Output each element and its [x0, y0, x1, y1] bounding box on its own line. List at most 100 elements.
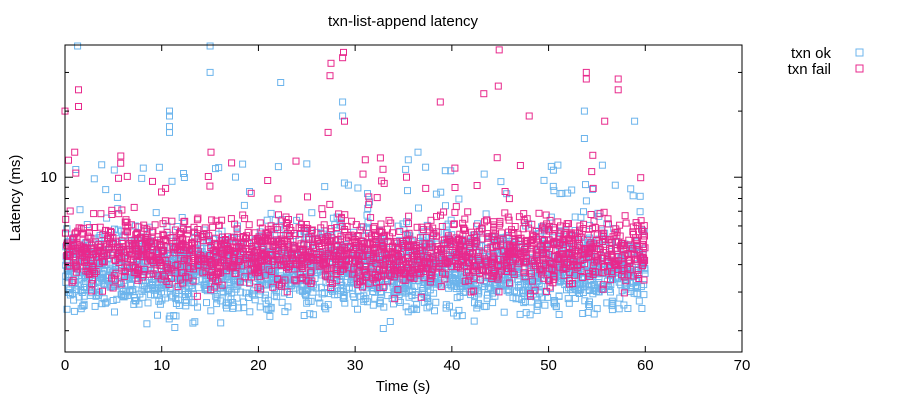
point-txn-fail	[304, 225, 312, 233]
point-txn-fail	[459, 219, 467, 227]
point-txn-fail	[163, 228, 171, 236]
point-txn-ok	[425, 302, 433, 310]
point-txn-fail	[504, 213, 512, 221]
point-txn-fail	[512, 256, 520, 264]
point-txn-ok	[273, 293, 281, 301]
point-txn-fail	[338, 260, 346, 268]
point-txn-fail	[245, 221, 253, 229]
point-txn-fail	[546, 257, 554, 265]
point-txn-fail	[466, 243, 474, 251]
point-txn-fail	[396, 227, 404, 235]
point-txn-fail	[360, 267, 368, 275]
point-txn-fail	[633, 222, 641, 230]
point-txn-fail	[337, 215, 345, 223]
point-txn-fail	[341, 117, 348, 125]
point-txn-fail	[115, 259, 123, 266]
point-txn-fail	[540, 274, 548, 282]
point-txn-ok	[482, 210, 490, 218]
point-txn-fail	[461, 277, 469, 285]
point-txn-fail	[333, 270, 341, 277]
point-txn-fail	[88, 280, 96, 288]
point-txn-fail	[464, 267, 472, 275]
point-txn-fail	[460, 224, 467, 232]
point-txn-fail	[422, 184, 430, 192]
point-txn-fail	[506, 279, 514, 287]
point-txn-fail	[377, 220, 385, 228]
point-txn-ok	[144, 299, 152, 307]
data-points	[61, 42, 649, 332]
point-txn-ok	[555, 311, 563, 318]
point-txn-fail	[577, 245, 585, 253]
point-txn-fail	[520, 269, 528, 277]
point-txn-fail	[72, 263, 80, 271]
point-txn-fail	[72, 229, 80, 237]
point-txn-fail	[158, 248, 166, 256]
point-txn-fail	[224, 252, 232, 259]
point-txn-ok	[314, 294, 322, 302]
point-txn-fail	[337, 268, 344, 275]
point-txn-fail	[403, 244, 411, 251]
point-txn-ok	[589, 185, 596, 193]
point-txn-fail	[453, 254, 461, 261]
point-txn-ok	[265, 306, 273, 314]
point-txn-fail	[326, 200, 334, 208]
point-txn-fail	[630, 272, 638, 280]
point-txn-fail	[427, 268, 435, 276]
point-txn-ok	[624, 305, 632, 312]
point-txn-fail	[322, 250, 330, 258]
point-txn-ok	[77, 305, 85, 313]
point-txn-fail	[185, 263, 193, 271]
point-txn-fail	[580, 220, 588, 228]
point-txn-fail	[122, 227, 130, 235]
point-txn-fail	[207, 260, 215, 268]
point-txn-fail	[592, 236, 600, 244]
point-txn-fail	[248, 273, 256, 281]
point-txn-fail	[324, 128, 332, 136]
point-txn-ok	[117, 291, 125, 299]
point-txn-ok	[174, 286, 182, 294]
point-txn-fail	[361, 245, 369, 253]
x-tick-label: 30	[347, 357, 364, 374]
point-txn-fail	[565, 277, 573, 285]
point-txn-ok	[483, 294, 491, 302]
point-txn-fail	[624, 264, 632, 272]
point-txn-fail	[393, 239, 401, 247]
point-txn-ok	[364, 204, 372, 212]
point-txn-fail	[542, 211, 550, 219]
point-txn-ok	[340, 179, 348, 187]
point-txn-fail	[495, 288, 503, 296]
point-txn-ok	[550, 298, 558, 306]
point-txn-fail	[252, 259, 260, 267]
point-txn-ok	[281, 308, 289, 316]
point-txn-fail	[588, 168, 596, 176]
x-tick-label: 10	[153, 357, 170, 374]
point-txn-fail	[305, 233, 313, 241]
point-txn-fail	[615, 238, 622, 246]
point-txn-ok	[456, 285, 464, 293]
point-txn-ok	[339, 112, 347, 120]
point-txn-ok	[185, 283, 193, 291]
x-tick-label: 60	[637, 357, 654, 374]
point-txn-ok	[341, 299, 349, 307]
point-txn-fail	[256, 273, 264, 281]
point-txn-fail	[207, 242, 215, 250]
point-txn-fail	[447, 240, 455, 248]
point-txn-fail	[215, 221, 223, 229]
point-txn-fail	[394, 286, 402, 294]
x-axis-label: Time (s)	[376, 378, 430, 395]
point-txn-ok	[132, 297, 140, 305]
point-txn-fail	[553, 239, 561, 247]
point-txn-fail	[420, 268, 428, 276]
point-txn-fail	[160, 236, 168, 243]
point-txn-ok	[111, 308, 118, 316]
point-txn-fail	[262, 229, 270, 237]
point-txn-fail	[219, 245, 227, 253]
point-txn-fail	[465, 240, 473, 248]
point-txn-fail	[379, 165, 387, 173]
point-txn-ok	[598, 161, 606, 169]
point-txn-ok	[229, 299, 237, 306]
point-txn-ok	[615, 278, 623, 286]
point-txn-ok	[627, 185, 635, 193]
point-txn-fail	[377, 240, 385, 248]
point-txn-ok	[206, 68, 214, 76]
